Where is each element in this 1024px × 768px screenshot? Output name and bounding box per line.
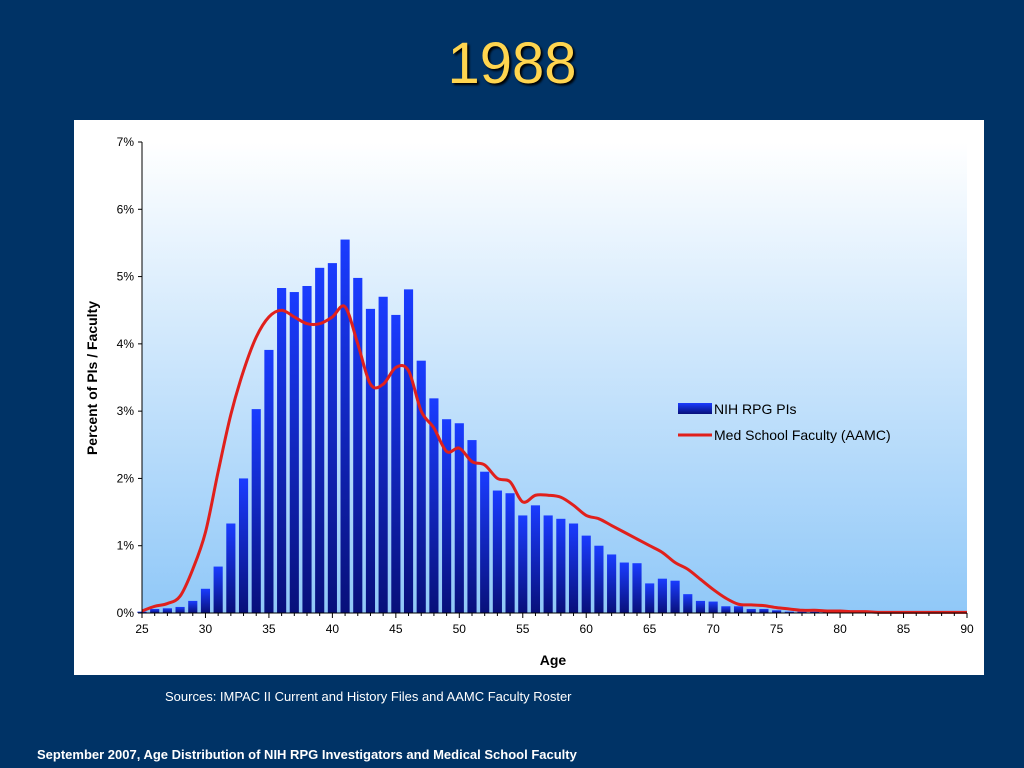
bar-age-40 — [327, 263, 337, 613]
legend-label-med-school-faculty: Med School Faculty (AAMC) — [714, 427, 891, 443]
bar-age-42 — [353, 277, 363, 613]
x-tick-label-85: 85 — [897, 622, 911, 636]
bar-age-77 — [797, 611, 807, 613]
bar-age-31 — [213, 566, 223, 613]
bar-age-48 — [429, 398, 439, 613]
x-axis-title: Age — [540, 652, 567, 668]
legend-label-nih-rpg-pis: NIH RPG PIs — [714, 401, 796, 417]
line-series-med-school-faculty — [141, 304, 967, 614]
x-tick-label-70: 70 — [706, 622, 720, 636]
bar-age-28 — [175, 606, 185, 613]
bar-age-32 — [226, 523, 236, 613]
bar-age-47 — [416, 360, 426, 613]
bar-age-76 — [784, 611, 794, 613]
bar-age-67 — [670, 580, 680, 613]
bar-age-56 — [530, 505, 541, 613]
bar-age-45 — [391, 314, 401, 613]
bar-age-54 — [505, 493, 515, 613]
bar-age-43 — [365, 308, 376, 613]
legend-bar-swatch — [678, 403, 712, 414]
y-tick-label-2: 2% — [117, 471, 135, 485]
bar-age-51 — [467, 440, 477, 613]
x-tick-label-40: 40 — [326, 622, 340, 636]
age-distribution-chart: 0% 1% 2% 3% 4% 5% 6% 7% 25 30 35 40 45 50 55 60 65 70 75 80… — [84, 135, 974, 668]
x-tick-label-45: 45 — [389, 622, 403, 636]
bar-age-55 — [518, 515, 528, 613]
legend: NIH RPG PIs Med School Faculty (AAMC) — [678, 401, 891, 443]
bar-age-52 — [480, 471, 490, 613]
y-axis-title: Percent of PIs / Faculty — [84, 301, 100, 455]
x-tick-label-80: 80 — [833, 622, 847, 636]
footer-caption: September 2007, Age Distribution of NIH … — [37, 747, 577, 762]
bar-age-78 — [810, 611, 820, 613]
y-tick-label-1: 1% — [117, 539, 135, 553]
x-tick-label-35: 35 — [262, 622, 276, 636]
bar-age-46 — [403, 289, 414, 613]
bar-age-75 — [772, 610, 782, 613]
y-tick-label-4: 4% — [117, 337, 135, 351]
bar-age-68 — [683, 594, 693, 613]
bar-age-29 — [188, 600, 198, 613]
x-tick-label-30: 30 — [199, 622, 213, 636]
bar-age-44 — [378, 296, 388, 613]
x-tick-label-65: 65 — [643, 622, 657, 636]
y-tick-label-3: 3% — [117, 404, 135, 418]
bar-age-65 — [645, 583, 655, 613]
bar-age-57 — [543, 515, 553, 613]
bar-age-66 — [657, 578, 667, 613]
bar-age-58 — [556, 518, 566, 613]
x-tick-label-60: 60 — [580, 622, 594, 636]
x-tick-label-25: 25 — [135, 622, 149, 636]
x-tick-label-75: 75 — [770, 622, 784, 636]
sources-note: Sources: IMPAC II Current and History Fi… — [165, 689, 572, 704]
bar-age-60 — [581, 535, 591, 613]
y-tick-label-7: 7% — [117, 135, 135, 149]
x-tick-label-55: 55 — [516, 622, 530, 636]
slide-title: 1988 — [447, 31, 577, 96]
bar-age-27 — [162, 608, 172, 613]
bar-age-50 — [454, 423, 464, 613]
bar-age-53 — [492, 490, 502, 613]
tick-labels: 0% 1% 2% 3% 4% 5% 6% 7% 25 30 35 40 45 50 55 60 65 70 75 80… — [117, 135, 974, 636]
bar-age-62 — [607, 554, 617, 613]
bar-age-33 — [238, 478, 249, 613]
y-tick-label-0: 0% — [117, 606, 135, 620]
bar-age-63 — [619, 562, 629, 613]
bar-age-59 — [568, 523, 579, 613]
bar-age-64 — [632, 563, 642, 613]
bar-age-71 — [721, 606, 731, 613]
bar-age-74 — [759, 608, 769, 613]
bar-age-26 — [150, 608, 160, 613]
bar-age-37 — [289, 292, 299, 613]
y-tick-label-6: 6% — [117, 202, 135, 216]
x-tick-label-50: 50 — [453, 622, 467, 636]
bar-age-30 — [200, 588, 211, 613]
axes — [138, 141, 968, 618]
bar-age-35 — [264, 349, 274, 613]
bar-age-36 — [277, 288, 287, 613]
bar-age-70 — [708, 601, 718, 613]
bar-age-38 — [302, 285, 312, 613]
bar-age-73 — [746, 608, 756, 613]
bar-age-41 — [340, 239, 350, 613]
bar-age-49 — [442, 419, 452, 613]
bar-age-61 — [594, 545, 604, 613]
chart-panel: 0% 1% 2% 3% 4% 5% 6% 7% 25 30 35 40 45 50 55 60 65 70 75 80… — [74, 120, 984, 675]
bar-series — [137, 239, 871, 613]
y-tick-label-5: 5% — [117, 270, 135, 284]
bar-age-34 — [251, 409, 261, 613]
bar-age-39 — [315, 267, 325, 613]
bar-age-72 — [733, 606, 744, 613]
bar-age-69 — [695, 600, 706, 613]
x-tick-label-90: 90 — [960, 622, 974, 636]
